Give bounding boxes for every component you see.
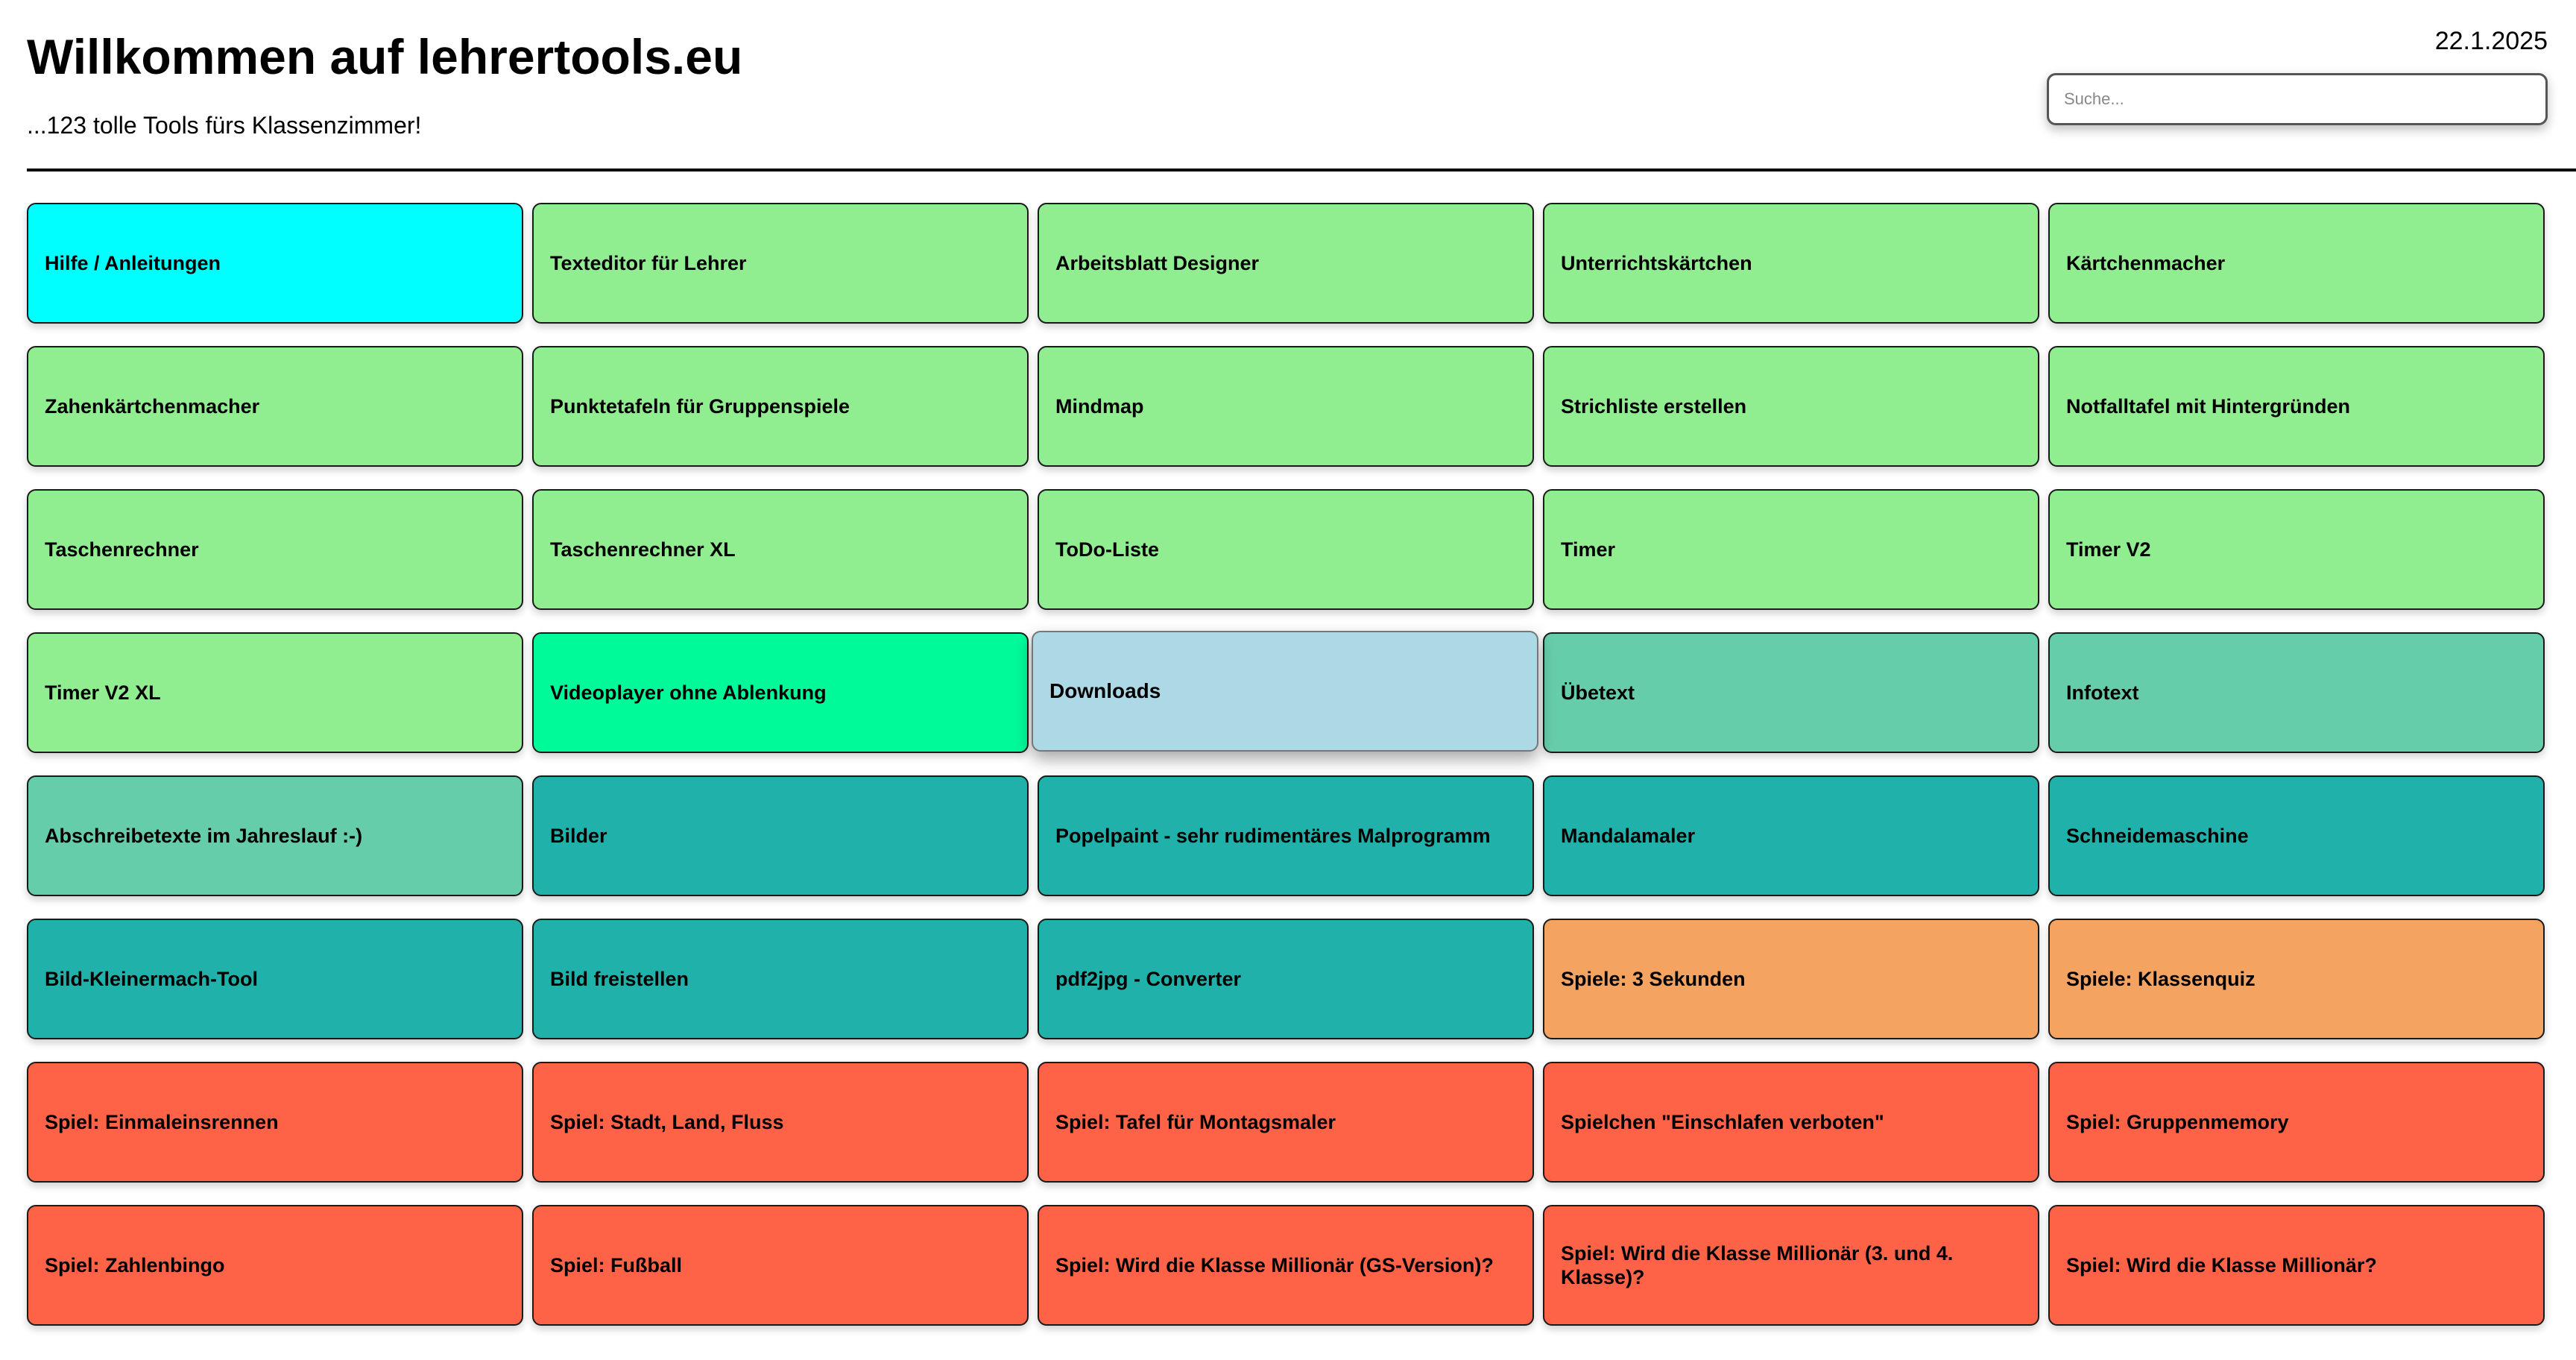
tool-tile[interactable]: Taschenrechner: [27, 489, 523, 610]
tool-tile[interactable]: Strichliste erstellen: [1543, 346, 2039, 467]
tool-tile-label: Spiel: Wird die Klasse Millionär (3. und…: [1561, 1242, 1954, 1288]
tool-tile-label: Taschenrechner: [45, 538, 199, 561]
header-divider: [27, 169, 2576, 171]
tool-tile[interactable]: Spiel: Zahlenbingo: [27, 1205, 523, 1326]
tool-tile-label: Arbeitsblatt Designer: [1055, 252, 1260, 274]
tool-tile[interactable]: Spiel: Tafel für Montagsmaler: [1038, 1062, 1534, 1183]
tool-tile-label: Texteditor für Lehrer: [550, 252, 747, 274]
header: Willkommen auf lehrertools.eu ...123 tol…: [27, 0, 2576, 173]
tool-tile-label: Infotext: [2066, 681, 2139, 704]
tool-tile[interactable]: Spiel: Gruppenmemory: [2048, 1062, 2545, 1183]
tool-grid: Hilfe / Anleitungen Texteditor für Lehrer…: [27, 203, 2545, 1326]
current-date: 22.1.2025: [2434, 27, 2548, 55]
tool-tile[interactable]: Bild-Kleinermach-Tool: [27, 919, 523, 1039]
tool-tile[interactable]: Übetext: [1543, 632, 2039, 753]
tool-tile-label: Abschreibetexte im Jahreslauf :-): [45, 825, 363, 847]
tool-tile-label: pdf2jpg - Converter: [1055, 968, 1242, 990]
tool-tile-label: Spiel: Tafel für Montagsmaler: [1055, 1111, 1336, 1133]
tool-tile[interactable]: Mindmap: [1038, 346, 1534, 467]
tool-tile[interactable]: Bild freistellen: [532, 919, 1029, 1039]
tool-tile-label: Strichliste erstellen: [1561, 395, 1747, 418]
tool-tile[interactable]: Bilder: [532, 775, 1029, 896]
tool-tile-label: Bild-Kleinermach-Tool: [45, 968, 259, 990]
tool-tile[interactable]: Zahenkärtchenmacher: [27, 346, 523, 467]
tool-tile[interactable]: Arbeitsblatt Designer: [1038, 203, 1534, 324]
tool-tile-label: Spiel: Einmaleinsrennen: [45, 1111, 279, 1133]
tool-tile-label: Unterrichtskärtchen: [1561, 252, 1752, 274]
tool-tile-label: Notfalltafel mit Hintergründen: [2066, 395, 2351, 418]
tool-tile[interactable]: Notfalltafel mit Hintergründen: [2048, 346, 2545, 467]
tool-tile[interactable]: Spiel: Wird die Klasse Millionär (GS-Ver…: [1038, 1205, 1534, 1326]
tool-tile-label: Spiel: Wird die Klasse Millionär?: [2066, 1254, 2377, 1276]
tool-tile-label: Kärtchenmacher: [2066, 252, 2226, 274]
tool-tile-label: Timer: [1561, 538, 1616, 561]
tool-tile[interactable]: Spiel: Wird die Klasse Millionär (3. und…: [1543, 1205, 2039, 1326]
page-subtitle: ...123 tolle Tools fürs Klassenzimmer!: [27, 112, 422, 139]
tool-tile-label: Spiele: Klassenquiz: [2066, 968, 2255, 990]
tool-tile[interactable]: Texteditor für Lehrer: [532, 203, 1029, 324]
tool-tile[interactable]: Popelpaint - sehr rudimentäres Malprogra…: [1038, 775, 1534, 896]
tool-tile[interactable]: Mandalamaler: [1543, 775, 2039, 896]
search-input[interactable]: [2047, 73, 2548, 125]
tool-tile[interactable]: ToDo-Liste: [1038, 489, 1534, 610]
tool-tile[interactable]: Timer V2 XL: [27, 632, 523, 753]
tool-tile-label: Übetext: [1561, 681, 1635, 704]
tool-tile-label: Mindmap: [1055, 395, 1144, 418]
tool-tile-label: Schneidemaschine: [2066, 825, 2249, 847]
tool-tile[interactable]: Timer V2: [2048, 489, 2545, 610]
tool-tile-label: Taschenrechner XL: [550, 538, 736, 561]
page-title: Willkommen auf lehrertools.eu: [27, 29, 743, 84]
tool-tile[interactable]: Punktetafeln für Gruppenspiele: [532, 346, 1029, 467]
tool-tile[interactable]: Abschreibetexte im Jahreslauf :-): [27, 775, 523, 896]
tool-tile-label: Spiel: Zahlenbingo: [45, 1254, 225, 1276]
tool-tile[interactable]: pdf2jpg - Converter: [1038, 919, 1534, 1039]
tool-tile-label: Spielchen "Einschlafen verboten": [1561, 1111, 1884, 1133]
tool-tile[interactable]: Spielchen "Einschlafen verboten": [1543, 1062, 2039, 1183]
tool-tile[interactable]: Downloads: [1032, 631, 1538, 752]
tool-tile-label: Bilder: [550, 825, 607, 847]
tool-tile[interactable]: Spiel: Fußball: [532, 1205, 1029, 1326]
tool-tile-label: Mandalamaler: [1561, 825, 1696, 847]
tool-tile[interactable]: Timer: [1543, 489, 2039, 610]
tool-tile-label: Popelpaint - sehr rudimentäres Malprogra…: [1055, 825, 1491, 847]
tool-tile[interactable]: Schneidemaschine: [2048, 775, 2545, 896]
tool-tile[interactable]: Unterrichtskärtchen: [1543, 203, 2039, 324]
tool-tile[interactable]: Taschenrechner XL: [532, 489, 1029, 610]
tool-tile[interactable]: Spiel: Stadt, Land, Fluss: [532, 1062, 1029, 1183]
tool-tile[interactable]: Spiele: 3 Sekunden: [1543, 919, 2039, 1039]
tool-tile-label: Spiel: Stadt, Land, Fluss: [550, 1111, 784, 1133]
tool-tile[interactable]: Spiel: Wird die Klasse Millionär?: [2048, 1205, 2545, 1326]
tool-tile-label: Bild freistellen: [550, 968, 689, 990]
tool-tile-label: Spiel: Gruppenmemory: [2066, 1111, 2289, 1133]
tool-tile[interactable]: Hilfe / Anleitungen: [27, 203, 523, 324]
tool-tile-label: Hilfe / Anleitungen: [45, 252, 221, 274]
tool-tile-label: Punktetafeln für Gruppenspiele: [550, 395, 850, 418]
tool-tile[interactable]: Infotext: [2048, 632, 2545, 753]
tool-tile-label: Videoplayer ohne Ablenkung: [550, 681, 827, 704]
tool-tile-label: Spiel: Fußball: [550, 1254, 683, 1276]
tool-tile-label: Downloads: [1049, 679, 1161, 702]
tool-tile-label: Zahenkärtchenmacher: [45, 395, 260, 418]
tool-tile-label: ToDo-Liste: [1055, 538, 1159, 561]
tool-tile-label: Spiele: 3 Sekunden: [1561, 968, 1746, 990]
tool-tile[interactable]: Videoplayer ohne Ablenkung: [532, 632, 1029, 753]
tool-tile[interactable]: Spiel: Einmaleinsrennen: [27, 1062, 523, 1183]
tool-tile-label: Timer V2: [2066, 538, 2151, 561]
tool-tile[interactable]: Kärtchenmacher: [2048, 203, 2545, 324]
tool-tile-label: Spiel: Wird die Klasse Millionär (GS-Ver…: [1055, 1254, 1494, 1276]
tool-tile[interactable]: Spiele: Klassenquiz: [2048, 919, 2545, 1039]
tool-tile-label: Timer V2 XL: [45, 681, 161, 704]
